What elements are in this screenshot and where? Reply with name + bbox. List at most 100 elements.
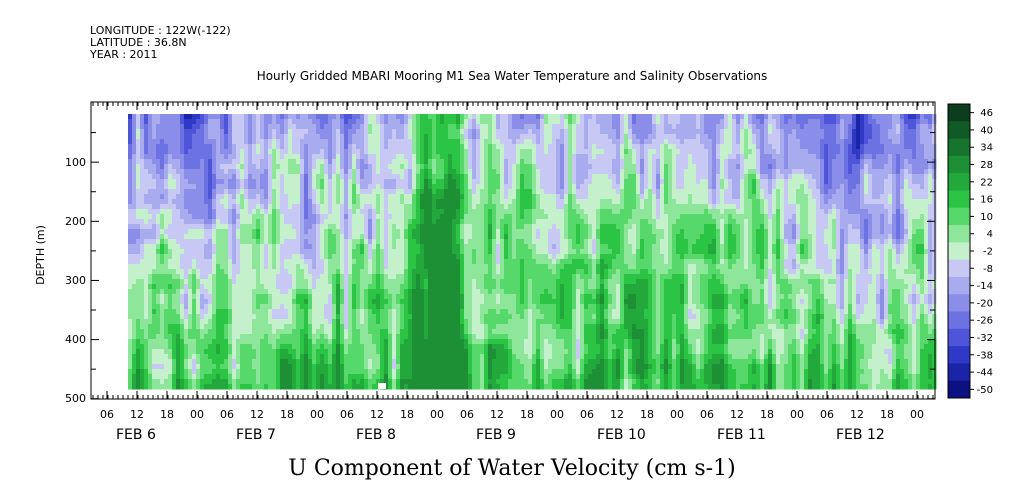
- heatmap-cell: [152, 329, 157, 335]
- heatmap-cell: [156, 334, 161, 340]
- heatmap-cell: [328, 214, 333, 220]
- heatmap-cell: [168, 149, 173, 155]
- heatmap-cell: [280, 354, 285, 360]
- heatmap-cell: [264, 349, 269, 355]
- heatmap-cell: [188, 119, 193, 125]
- heatmap-cell: [248, 129, 253, 135]
- heatmap-cell: [172, 359, 177, 365]
- heatmap-cell: [156, 144, 161, 150]
- heatmap-cell: [140, 269, 145, 275]
- heatmap-cell: [484, 284, 489, 290]
- heatmap-cell: [484, 209, 489, 215]
- heatmap-cell: [372, 154, 377, 160]
- heatmap-cell: [168, 179, 173, 185]
- heatmap-cell: [476, 254, 481, 260]
- heatmap-cell: [456, 329, 461, 335]
- heatmap-cell: [452, 314, 457, 320]
- heatmap-cell: [204, 289, 209, 295]
- heatmap-cell: [348, 269, 353, 275]
- heatmap-cell: [488, 254, 493, 260]
- heatmap-cell: [360, 339, 365, 345]
- heatmap-cell: [200, 189, 205, 195]
- heatmap-cell: [332, 344, 337, 350]
- heatmap-cell: [372, 269, 377, 275]
- heatmap-cell: [284, 279, 289, 285]
- heatmap-cell: [468, 374, 473, 380]
- heatmap-cell: [208, 319, 213, 325]
- heatmap-cell: [404, 284, 409, 290]
- heatmap-cell: [372, 144, 377, 150]
- heatmap-cell: [280, 224, 285, 230]
- heatmap-cell: [452, 214, 457, 220]
- heatmap-cell: [220, 369, 225, 375]
- heatmap-cell: [368, 114, 373, 120]
- heatmap-cell: [360, 249, 365, 255]
- heatmap-cell: [444, 249, 449, 255]
- heatmap-cell: [236, 139, 241, 145]
- heatmap-cell: [144, 194, 149, 200]
- heatmap-cell: [456, 274, 461, 280]
- heatmap-cell: [252, 149, 257, 155]
- heatmap-cell: [372, 229, 377, 235]
- heatmap-cell: [320, 134, 325, 140]
- heatmap-cell: [164, 149, 169, 155]
- heatmap-cell: [148, 164, 153, 170]
- heatmap-cell: [156, 259, 161, 265]
- heatmap-cell: [380, 164, 385, 170]
- heatmap-cell: [360, 144, 365, 150]
- heatmap-cell: [152, 214, 157, 220]
- heatmap-cell: [376, 299, 381, 305]
- heatmap-cell: [324, 334, 329, 340]
- heatmap-cell: [240, 369, 245, 375]
- heatmap-cell: [348, 239, 353, 245]
- heatmap-cell: [432, 379, 437, 385]
- heatmap-cell: [204, 349, 209, 355]
- heatmap-cell: [140, 129, 145, 135]
- heatmap-cell: [140, 349, 145, 355]
- heatmap-cell: [220, 114, 225, 120]
- heatmap-cell: [360, 139, 365, 145]
- heatmap-cell: [240, 224, 245, 230]
- heatmap-cell: [204, 174, 209, 180]
- heatmap-cell: [268, 274, 273, 280]
- heatmap-cell: [352, 214, 357, 220]
- heatmap-cell: [404, 269, 409, 275]
- heatmap-cell: [136, 134, 141, 140]
- heatmap-cell: [340, 164, 345, 170]
- heatmap-cell: [196, 354, 201, 360]
- heatmap-cell: [344, 174, 349, 180]
- heatmap-cell: [420, 244, 425, 250]
- heatmap-cell: [228, 314, 233, 320]
- heatmap-cell: [476, 209, 481, 215]
- heatmap-cell: [332, 294, 337, 300]
- heatmap-cell: [212, 134, 217, 140]
- heatmap-cell: [304, 279, 309, 285]
- heatmap-cell: [288, 214, 293, 220]
- heatmap-cell: [172, 209, 177, 215]
- heatmap-cell: [304, 339, 309, 345]
- latitude-label: LATITUDE : 36.8N: [90, 36, 187, 49]
- heatmap-cell: [148, 349, 153, 355]
- heatmap-cell: [208, 369, 213, 375]
- heatmap-cell: [456, 144, 461, 150]
- heatmap-cell: [372, 264, 377, 270]
- heatmap-cell: [272, 374, 277, 380]
- heatmap-cell: [144, 289, 149, 295]
- heatmap-cell: [296, 259, 301, 265]
- heatmap-cell: [248, 284, 253, 290]
- heatmap-cell: [256, 244, 261, 250]
- heatmap-cell: [196, 329, 201, 335]
- heatmap-cell: [244, 264, 249, 270]
- heatmap-cell: [160, 304, 165, 310]
- heatmap-cell: [388, 154, 393, 160]
- heatmap-cell: [392, 249, 397, 255]
- heatmap-cell: [312, 379, 317, 385]
- heatmap-cell: [208, 139, 213, 145]
- heatmap-cell: [236, 239, 241, 245]
- heatmap-cell: [472, 174, 477, 180]
- heatmap-cell: [196, 139, 201, 145]
- heatmap-cell: [456, 184, 461, 190]
- heatmap-cell: [248, 169, 253, 175]
- heatmap-cell: [256, 184, 261, 190]
- heatmap-cell: [128, 344, 133, 350]
